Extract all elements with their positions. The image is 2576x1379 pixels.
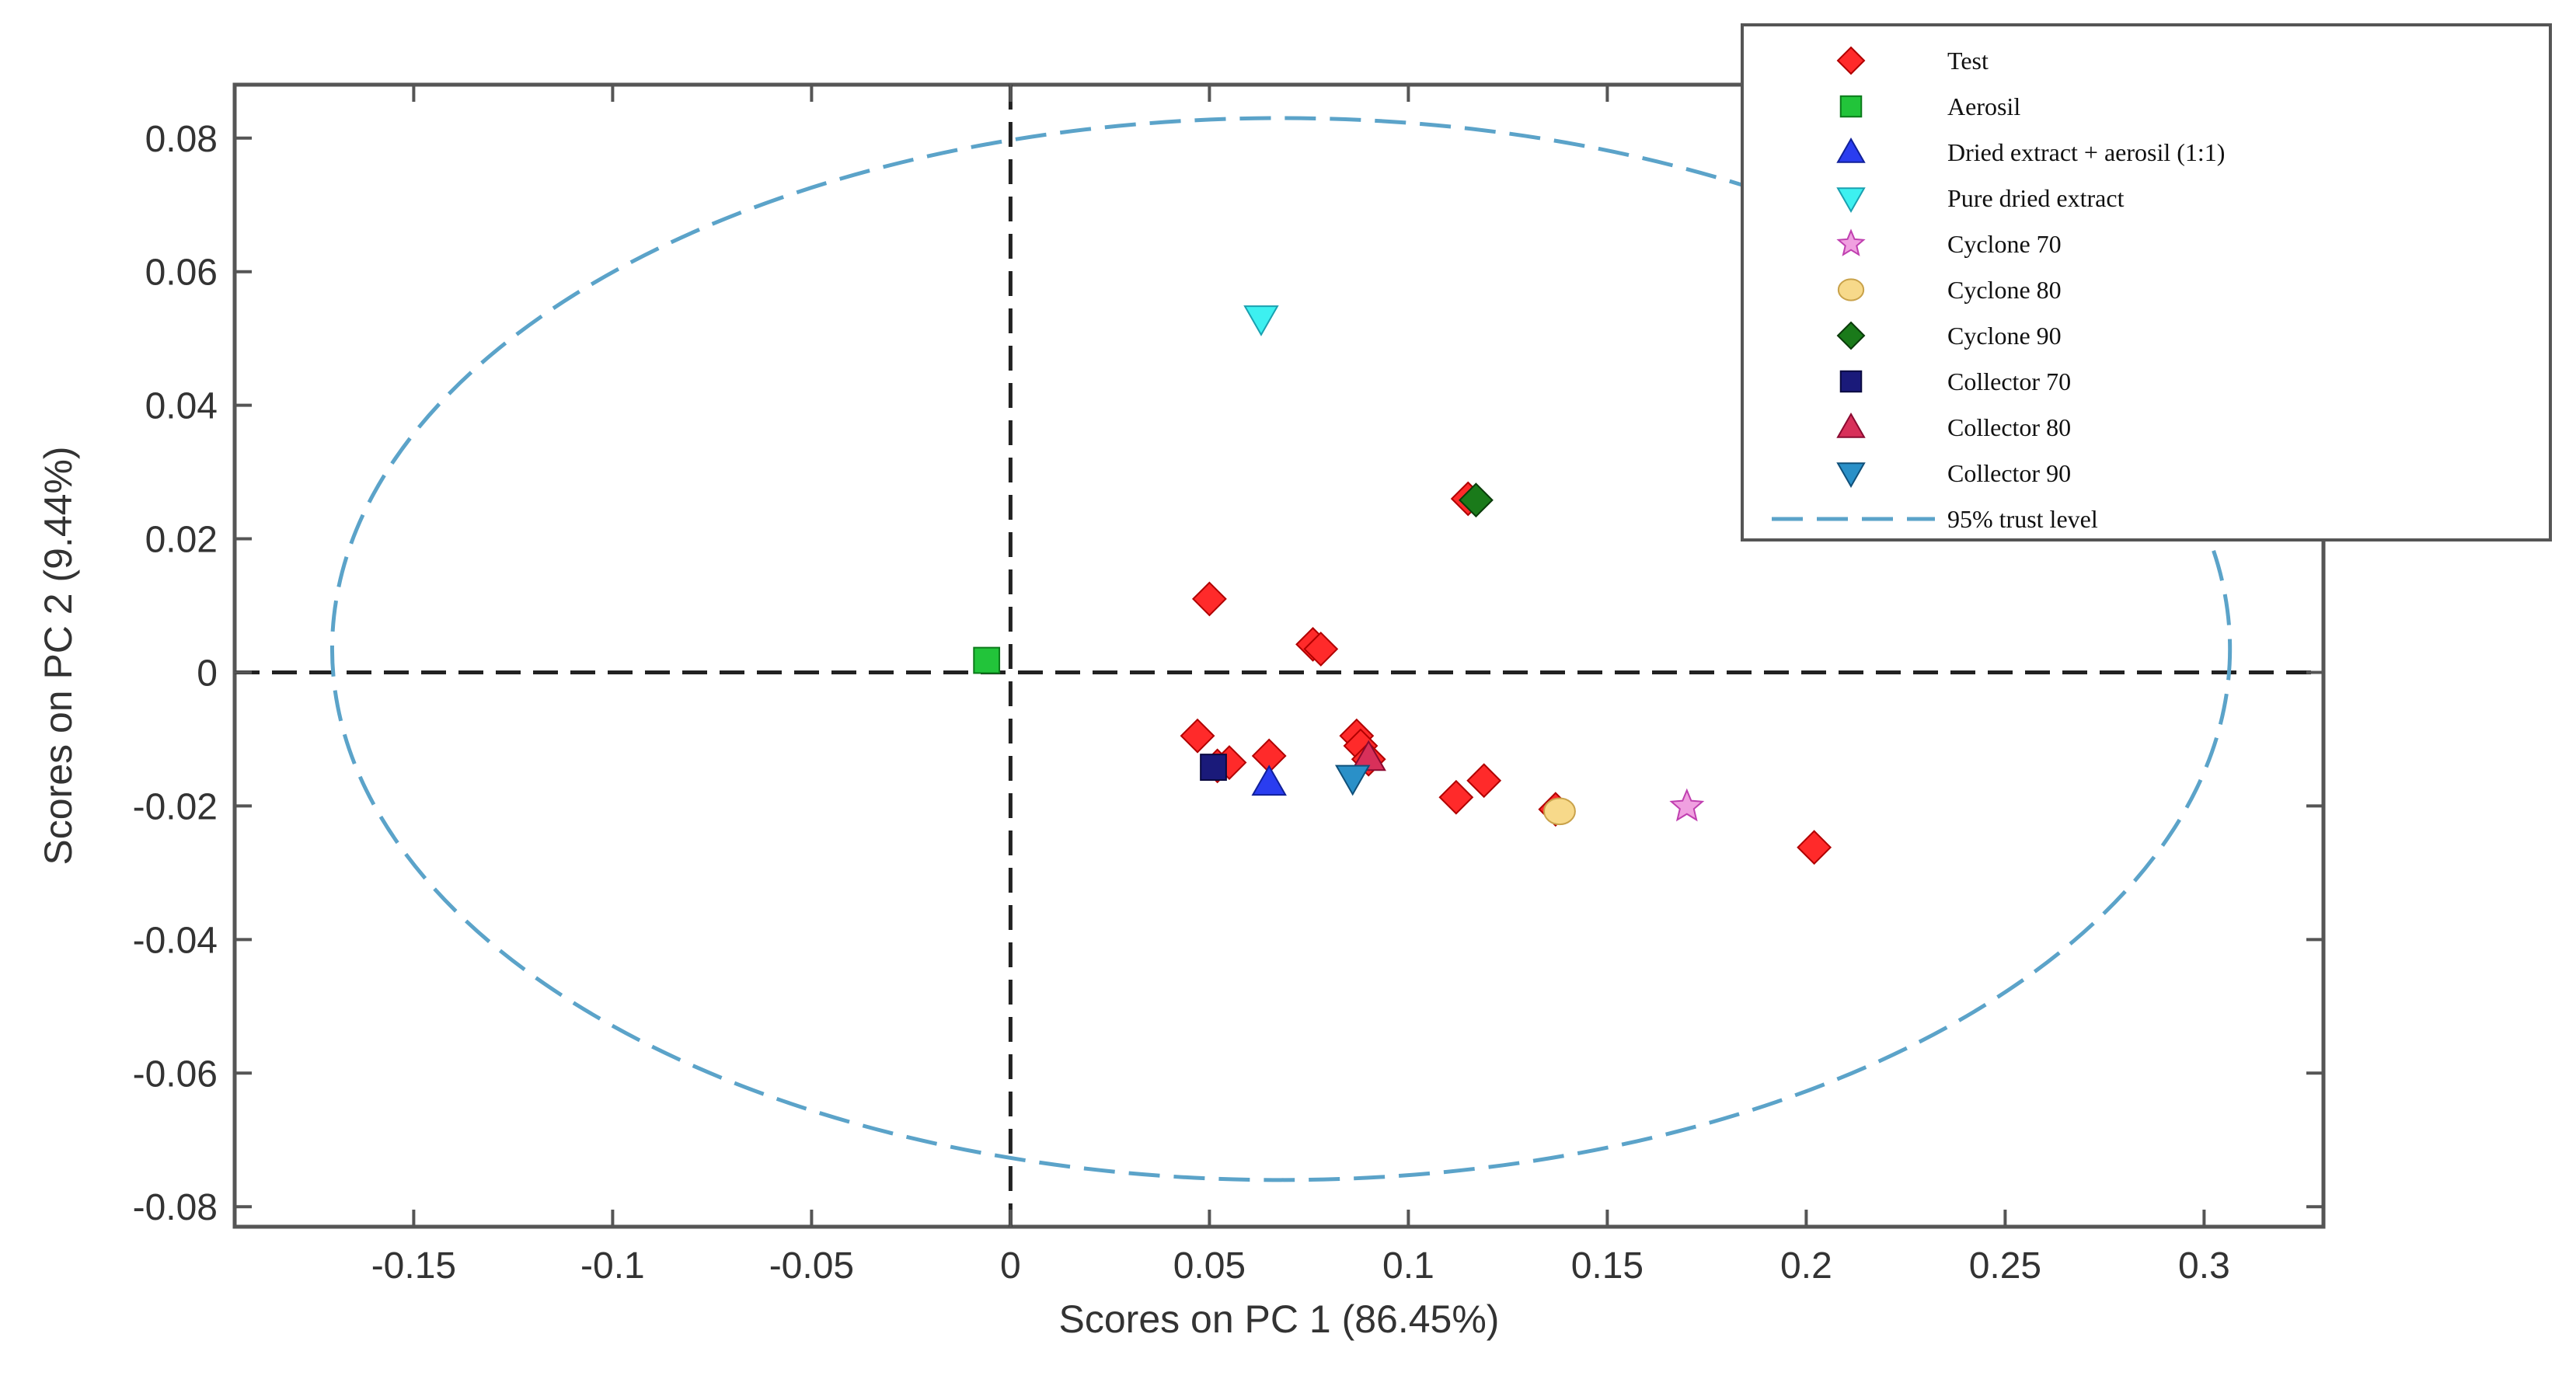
legend-label: Test bbox=[1947, 47, 1989, 75]
y-axis: 0.08 0.06 0.04 0.02 0 -0.02 -0.04 -0.06 -0.08 bbox=[133, 119, 2323, 1228]
y-tick-label: -0.04 bbox=[133, 920, 218, 961]
legend-label: Aerosil bbox=[1947, 92, 2020, 120]
legend-marker bbox=[1839, 95, 1863, 118]
data-point bbox=[1334, 764, 1371, 796]
legend-marker bbox=[1836, 462, 1866, 489]
data-point bbox=[1243, 305, 1279, 336]
zero-lines bbox=[235, 85, 2323, 1227]
data-point bbox=[1438, 779, 1474, 815]
legend-label: Dried extract + aerosil (1:1) bbox=[1947, 138, 2225, 166]
legend-label: Cyclone 80 bbox=[1947, 276, 2062, 304]
data-point bbox=[1466, 763, 1502, 799]
y-tick-label: 0.08 bbox=[145, 119, 218, 160]
legend-marker bbox=[1837, 278, 1865, 301]
series-pure-dried-extract bbox=[1243, 305, 1279, 336]
series-collector-80 bbox=[1351, 740, 1386, 771]
y-tick-label: -0.06 bbox=[133, 1053, 218, 1095]
y-tick-label: -0.08 bbox=[133, 1187, 218, 1228]
data-point bbox=[1303, 631, 1339, 667]
legend: Test Aerosil Dried extract + aerosil (1:1)… bbox=[1741, 23, 2552, 542]
data-point bbox=[1797, 830, 1832, 865]
data-point bbox=[1251, 764, 1287, 796]
x-tick-label: 0 bbox=[1000, 1245, 1021, 1287]
y-axis-label: Scores on PC 2 (9.44%) bbox=[37, 446, 80, 865]
legend-marker bbox=[1839, 370, 1863, 393]
series-collector-70 bbox=[1200, 754, 1227, 781]
y-tick-label: 0.04 bbox=[145, 386, 218, 427]
x-tick-label: -0.15 bbox=[371, 1245, 456, 1287]
x-tick-label: 0.25 bbox=[1969, 1245, 2041, 1287]
series-aerosil bbox=[973, 646, 1001, 674]
data-point bbox=[1200, 754, 1227, 781]
x-tick-label: -0.05 bbox=[769, 1245, 854, 1287]
legend-label: Cyclone 70 bbox=[1947, 230, 2062, 258]
legend-label: Collector 70 bbox=[1947, 367, 2071, 395]
data-point bbox=[1191, 581, 1227, 617]
data-point bbox=[1180, 718, 1215, 754]
series-test bbox=[1180, 481, 1832, 865]
series-cyclone-70 bbox=[1669, 788, 1705, 822]
legend-marker bbox=[1836, 228, 1866, 256]
confidence-ellipse bbox=[329, 116, 2233, 1182]
x-tick-label: 0.1 bbox=[1382, 1245, 1434, 1287]
confidence-ellipse-layer bbox=[329, 116, 2233, 1182]
x-axis: -0.15 -0.1 -0.05 0 0.05 0.1 0.15 0.2 0.25 0.3 bbox=[371, 85, 2230, 1287]
y-tick-label: 0.06 bbox=[145, 252, 218, 294]
legend-marker bbox=[1836, 137, 1866, 163]
x-tick-label: -0.1 bbox=[580, 1245, 645, 1287]
legend-label: Collector 80 bbox=[1947, 413, 2071, 441]
x-axis-label: Scores on PC 1 (86.45%) bbox=[1059, 1297, 1500, 1341]
legend-marker bbox=[1836, 46, 1866, 75]
x-tick-label: 0.2 bbox=[1780, 1245, 1832, 1287]
legend-label: Collector 90 bbox=[1947, 459, 2071, 487]
legend-label: Cyclone 90 bbox=[1947, 322, 2062, 350]
data-point bbox=[1669, 788, 1705, 822]
data-point bbox=[973, 646, 1001, 674]
series-collector-90 bbox=[1334, 764, 1371, 796]
series-dried-extract-aerosil-1-1- bbox=[1251, 764, 1287, 796]
data-point bbox=[1459, 482, 1494, 518]
x-tick-label: 0.3 bbox=[2178, 1245, 2230, 1287]
series-cyclone-90 bbox=[1459, 482, 1494, 518]
y-tick-label: 0.02 bbox=[145, 520, 218, 561]
scatter-points bbox=[973, 305, 1832, 865]
y-tick-label: -0.02 bbox=[133, 786, 218, 827]
legend-items: Test Aerosil Dried extract + aerosil (1:1)… bbox=[1772, 46, 2225, 533]
data-point bbox=[1543, 797, 1576, 826]
legend-label: Pure dried extract bbox=[1947, 184, 2125, 212]
legend-label: 95% trust level bbox=[1947, 505, 2098, 533]
x-tick-label: 0.05 bbox=[1173, 1245, 1246, 1287]
data-point bbox=[1351, 740, 1386, 771]
y-tick-label: 0 bbox=[197, 653, 218, 694]
legend-marker bbox=[1836, 321, 1866, 350]
legend-box bbox=[1741, 23, 2552, 542]
legend-marker bbox=[1836, 187, 1866, 214]
legend-marker bbox=[1836, 412, 1866, 438]
series-cyclone-80 bbox=[1543, 797, 1576, 826]
x-tick-label: 0.15 bbox=[1571, 1245, 1644, 1287]
